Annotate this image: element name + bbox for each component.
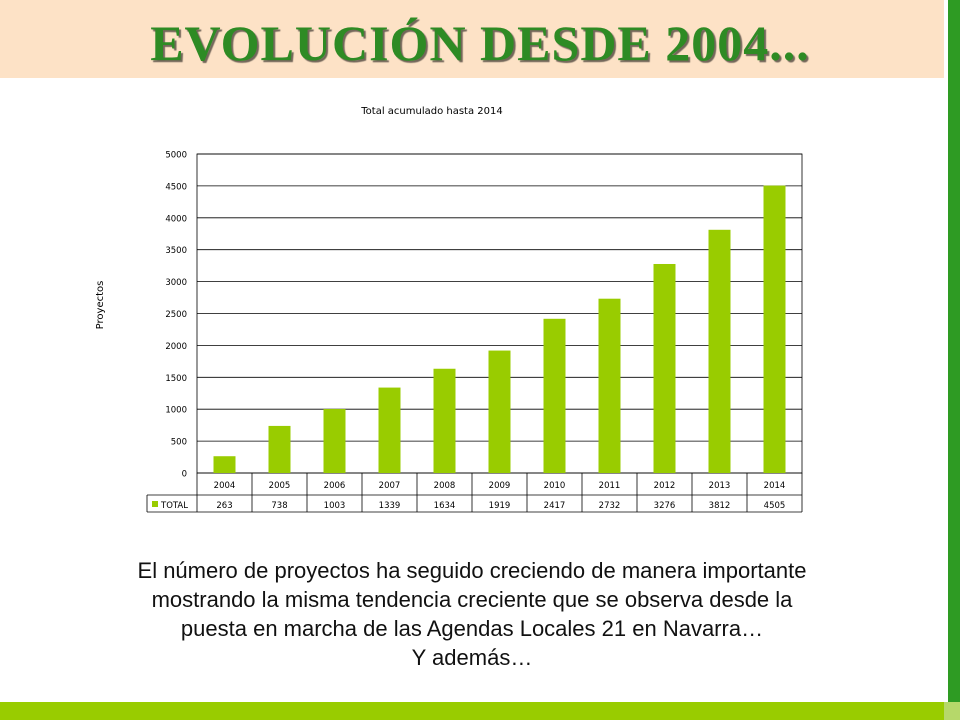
- bar-chart: Total acumulado hasta 2014 Proyectos 0 50…: [95, 106, 803, 513]
- legend-swatch: [152, 501, 158, 507]
- y-tick-label: 500: [171, 438, 187, 448]
- y-tick-label: 2000: [165, 342, 187, 352]
- x-tick-label: 2012: [654, 481, 676, 491]
- x-tick-label: 2013: [709, 481, 731, 491]
- y-tick-label: 1000: [165, 406, 187, 416]
- caption-line: puesta en marcha de las Agendas Locales …: [180, 616, 764, 641]
- y-tick-label: 3000: [165, 278, 187, 288]
- data-label: 263: [216, 501, 232, 511]
- chart-title: Total acumulado hasta 2014: [360, 106, 502, 117]
- y-tick-label: 2500: [165, 310, 187, 320]
- legend-label: TOTAL: [160, 501, 188, 511]
- x-tick-label: 2008: [434, 481, 456, 491]
- data-label: 2732: [599, 501, 621, 511]
- x-tick-label: 2011: [599, 481, 621, 491]
- bar: [763, 185, 786, 473]
- bar: [598, 298, 621, 473]
- caption-line: Y además…: [411, 645, 533, 670]
- data-label: 1919: [489, 501, 511, 511]
- y-tick-label: 1500: [165, 374, 187, 384]
- data-label: 3276: [654, 501, 676, 511]
- y-axis-label: Proyectos: [95, 281, 106, 330]
- data-label: 1634: [434, 501, 456, 511]
- data-label: 2417: [544, 501, 566, 511]
- bars: [213, 185, 786, 473]
- gridlines: [196, 153, 803, 474]
- caption-line: El número de proyectos ha seguido crecie…: [137, 558, 807, 583]
- x-tick-label: 2006: [324, 481, 346, 491]
- bar: [653, 263, 676, 473]
- slide-title: EVOLUCIÓN DESDE 2004...: [150, 15, 810, 71]
- x-tick-label: 2014: [764, 481, 786, 491]
- x-tick-label: 2007: [379, 481, 401, 491]
- right-stripe-gap: [944, 0, 948, 720]
- bar: [488, 350, 511, 473]
- title-band: [0, 0, 944, 78]
- data-table: 2004 263 2005 738 2006 1003 2007 1339 2008 1634 20…: [146, 473, 803, 513]
- y-tick-label: 4000: [165, 214, 187, 224]
- y-tick-label: 5000: [165, 151, 187, 161]
- y-tick-label: 4500: [165, 182, 187, 192]
- bar: [323, 409, 346, 473]
- bar: [708, 229, 731, 473]
- bottom-accent-bar: [0, 702, 960, 720]
- data-label: 1003: [324, 501, 346, 511]
- x-tick-label: 2009: [489, 481, 511, 491]
- x-tick-label: 2004: [214, 481, 236, 491]
- data-label: 4505: [764, 501, 786, 511]
- y-tick-labels: 0 500 1000 1500 2000 2500 3000 3500 4000 4500 5000: [165, 151, 187, 480]
- x-tick-label: 2010: [544, 481, 566, 491]
- caption-line: mostrando la misma tendencia creciente q…: [151, 587, 793, 612]
- y-tick-label: 3500: [165, 246, 187, 256]
- bottom-accent-corner: [944, 702, 960, 720]
- bar: [378, 387, 401, 473]
- bar: [268, 425, 291, 473]
- bar: [213, 456, 236, 473]
- caption: El número de proyectos ha seguido crecie…: [0, 556, 944, 672]
- bar: [433, 368, 456, 473]
- x-tick-label: 2005: [269, 481, 291, 491]
- bar: [543, 318, 566, 473]
- data-label: 738: [271, 501, 287, 511]
- right-accent-stripe: [948, 0, 960, 720]
- data-label: 1339: [379, 501, 401, 511]
- y-tick-label: 0: [182, 470, 187, 480]
- data-label: 3812: [709, 501, 731, 511]
